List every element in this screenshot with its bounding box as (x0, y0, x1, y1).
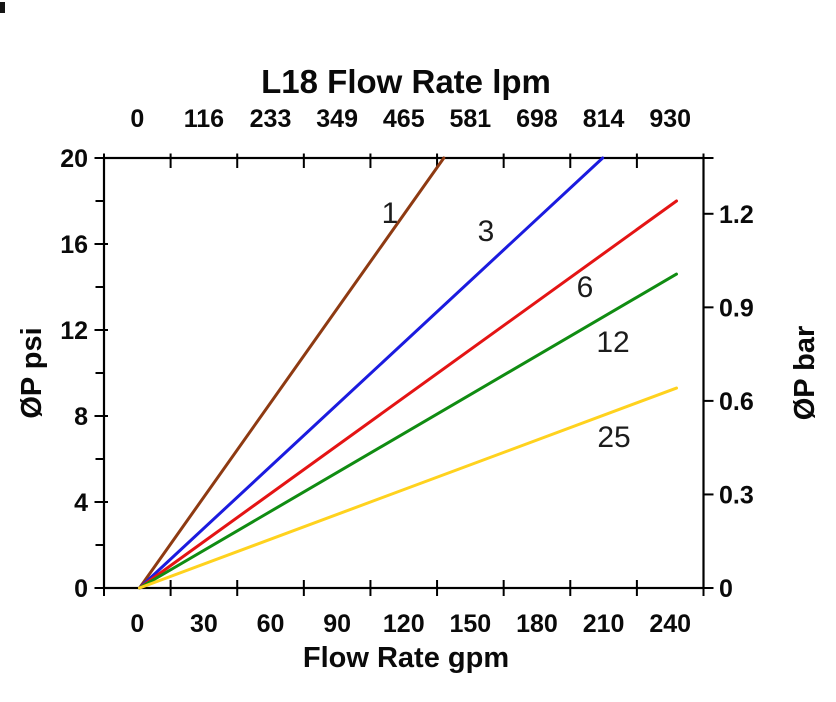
bottom-tick-label: 60 (257, 610, 285, 638)
right-tick-label: 0.3 (719, 481, 754, 509)
right-axis-title: ØP bar (789, 326, 821, 421)
bottom-tick-label: 120 (383, 610, 425, 638)
series-label-1: 1 (382, 197, 399, 230)
right-tick-label: 1.2 (719, 201, 754, 229)
series-line-1 (138, 156, 446, 590)
scan-artifact (0, 2, 5, 13)
series-label-12: 12 (596, 326, 629, 359)
series-label-3: 3 (478, 215, 495, 248)
left-tick-label: 20 (60, 145, 88, 173)
top-tick-label: 581 (450, 105, 492, 133)
chart-title: L18 Flow Rate lpm (261, 63, 551, 100)
series-line-6 (138, 199, 678, 590)
top-tick-label: 349 (316, 105, 358, 133)
left-tick-label: 8 (74, 403, 88, 431)
right-tick-label: 0 (719, 575, 733, 603)
top-tick-label: 116 (184, 105, 224, 133)
top-tick-label: 465 (383, 105, 425, 133)
bottom-tick-label: 150 (450, 610, 492, 638)
bottom-tick-label: 30 (190, 610, 218, 638)
left-tick-label: 4 (74, 489, 88, 517)
top-tick-label: 930 (649, 105, 691, 133)
bottom-tick-label: 90 (323, 610, 351, 638)
series-label-25: 25 (597, 421, 630, 454)
series-line-3 (138, 156, 605, 590)
top-tick-label: 698 (516, 105, 558, 133)
left-tick-label: 16 (60, 231, 88, 259)
top-tick-label: 814 (583, 105, 625, 133)
bottom-tick-label: 0 (130, 610, 144, 638)
bottom-tick-label: 240 (649, 610, 691, 638)
left-tick-label: 12 (60, 317, 88, 345)
bottom-axis-title: Flow Rate gpm (303, 642, 509, 674)
left-axis-title: ØP psi (16, 327, 48, 418)
bottom-tick-label: 210 (583, 610, 625, 638)
top-tick-label: 233 (250, 105, 292, 133)
plot-frame (102, 156, 705, 590)
left-tick-label: 0 (74, 575, 88, 603)
bottom-tick-label: 180 (516, 610, 558, 638)
series-label-6: 6 (577, 271, 594, 304)
right-tick-label: 0.6 (719, 388, 754, 416)
top-tick-label: 0 (130, 105, 144, 133)
series-line-25 (138, 386, 678, 590)
right-tick-label: 0.9 (719, 294, 754, 322)
series-line-12 (138, 272, 678, 590)
